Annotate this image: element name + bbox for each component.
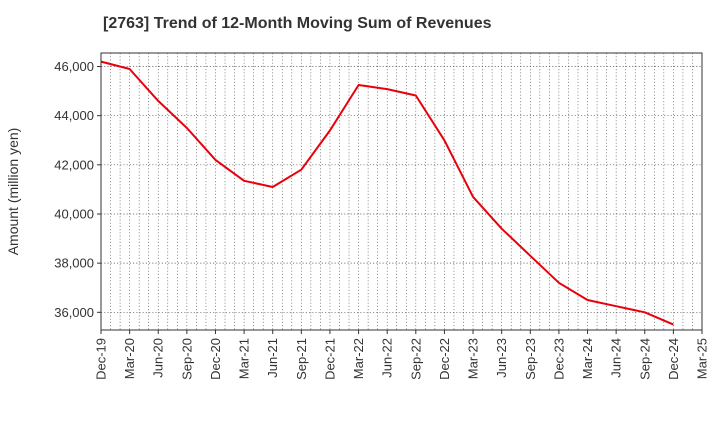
grid-layer	[101, 53, 702, 330]
x-tick-label: Dec-20	[208, 338, 223, 380]
plot-frame	[100, 52, 703, 331]
y-tick-label: 40,000	[54, 206, 94, 221]
y-tick-label: 36,000	[54, 305, 94, 320]
series-line	[100, 60, 674, 326]
label-layer: 36,000 38,000 40,000 42,000 44,000 46,000 Dec-…	[5, 59, 710, 380]
x-tick-label: Dec-21	[322, 338, 337, 380]
x-tick-label: Mar-25	[695, 338, 710, 379]
y-axis-label: Amount (million yen)	[5, 128, 21, 256]
y-tick-label: 44,000	[54, 108, 94, 123]
x-tick-label: Mar-21	[237, 338, 252, 379]
x-tick-label: Jun-22	[380, 338, 395, 378]
x-tick-label: Mar-22	[351, 338, 366, 379]
axis-layer	[97, 52, 703, 334]
series-layer	[100, 60, 674, 326]
x-tick-label: Dec-23	[551, 338, 566, 380]
x-tick-label: Mar-24	[580, 338, 595, 379]
x-tick-label: Sep-23	[523, 338, 538, 380]
x-tick-label: Jun-23	[494, 338, 509, 378]
x-tick-label: Dec-22	[437, 338, 452, 380]
x-tick-label: Mar-20	[122, 338, 137, 379]
y-tick-label: 42,000	[54, 157, 94, 172]
x-tick-label: Mar-23	[466, 338, 481, 379]
x-tick-label: Sep-20	[179, 338, 194, 380]
x-tick-label: Sep-24	[637, 338, 652, 380]
x-tick-label: Sep-21	[294, 338, 309, 380]
x-tick-label: Jun-20	[151, 338, 166, 378]
y-tick-label: 38,000	[54, 256, 94, 271]
x-tick-label: Dec-24	[666, 338, 681, 380]
x-tick-label: Sep-22	[408, 338, 423, 380]
y-tick-label: 46,000	[54, 59, 94, 74]
x-tick-label: Dec-19	[94, 338, 109, 380]
x-tick-label: Jun-24	[609, 338, 624, 378]
chart-title: [2763] Trend of 12-Month Moving Sum of R…	[103, 15, 492, 32]
x-tick-label: Jun-21	[265, 338, 280, 378]
